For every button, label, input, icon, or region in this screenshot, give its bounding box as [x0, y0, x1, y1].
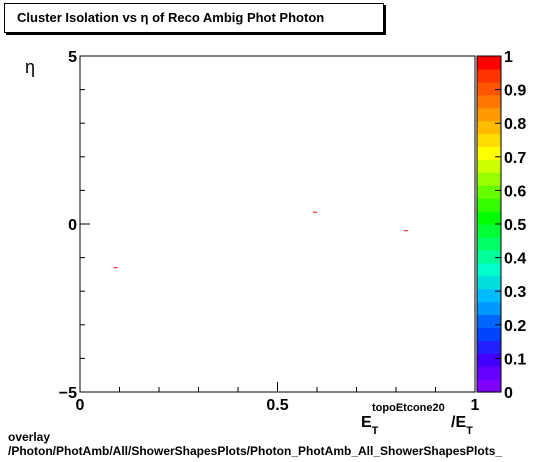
colorbar-segment — [477, 198, 501, 212]
x-tick-label: 0.5 — [266, 397, 288, 414]
colorbar-segment — [477, 81, 501, 96]
colorbar-segment — [477, 366, 501, 380]
colorbar-segment — [477, 301, 501, 316]
plot-frame — [79, 55, 476, 393]
colorbar-segment — [477, 327, 501, 341]
colorbar-segment — [477, 172, 501, 186]
y-tick-label: 5 — [68, 49, 77, 66]
y-tick-label: 0 — [68, 217, 77, 234]
colorbar-label: 0.2 — [504, 318, 526, 335]
colorbar-segment — [477, 249, 501, 264]
colorbar-label: 0.6 — [504, 183, 526, 200]
colorbar-label: 1 — [504, 49, 513, 66]
colorbar-segment — [477, 159, 501, 173]
colorbar — [476, 55, 502, 393]
colorbar-segment — [477, 68, 501, 83]
colorbar-label: 0.7 — [504, 150, 526, 167]
x-axis-label: ETtopoEtcone20/ET — [361, 402, 473, 437]
footer: overlay /Photon/PhotAmb/All/ShowerShapes… — [8, 430, 502, 458]
x-label-sub: T — [372, 425, 379, 437]
colorbar-segment — [477, 107, 501, 122]
colorbar-segment — [477, 262, 501, 277]
colorbar-segment — [477, 288, 501, 303]
footer-line-2: /Photon/PhotAmb/All/ShowerShapesPlots/Ph… — [8, 444, 503, 458]
colorbar-segment — [477, 211, 501, 225]
colorbar-label: 0.8 — [504, 116, 526, 133]
colorbar-segment — [477, 56, 501, 70]
colorbar-label: 0.5 — [504, 217, 526, 234]
colorbar-label: 0.9 — [504, 83, 526, 100]
colorbar-label: 0 — [504, 385, 513, 402]
x-label-tail-sub: T — [466, 425, 473, 437]
colorbar-segment — [477, 314, 501, 328]
colorbar-label: 0.1 — [504, 351, 526, 368]
x-label-tail: /E — [451, 414, 466, 431]
colorbar-segment — [477, 94, 501, 109]
colorbar-segment — [477, 379, 501, 393]
colorbar-labels: 0 0.1 0.2 0.3 0.4 0.5 0.6 0.7 0.8 0.9 1 — [495, 49, 526, 402]
colorbar-label: 0.3 — [504, 284, 526, 301]
colorbar-segment — [477, 185, 501, 199]
colorbar-segment — [477, 340, 501, 354]
colorbar-segment — [477, 133, 501, 148]
colorbar-segment — [477, 236, 501, 251]
colorbar-segment — [477, 224, 501, 238]
x-axis: 0 0.5 1 — [76, 382, 480, 414]
y-axis: −5 0 5 — [59, 49, 90, 402]
colorbar-segment — [477, 353, 501, 367]
x-label-sup: topoEtcone20 — [372, 402, 445, 414]
x-tick-label: 1 — [471, 397, 480, 414]
chart-title: Cluster Isolation vs η of Reco Ambig Pho… — [4, 3, 384, 33]
colorbar-segment — [477, 120, 501, 135]
colorbar-label: 0.4 — [504, 251, 526, 268]
y-axis-label: η — [25, 57, 35, 77]
x-label-main: E — [361, 414, 372, 431]
y-tick-label: −5 — [59, 385, 77, 402]
footer-line-1: overlay — [8, 430, 51, 444]
colorbar-segment — [477, 146, 501, 160]
colorbar-segment — [477, 275, 501, 290]
data-points — [113, 211, 408, 269]
x-tick-label: 0 — [76, 397, 85, 414]
